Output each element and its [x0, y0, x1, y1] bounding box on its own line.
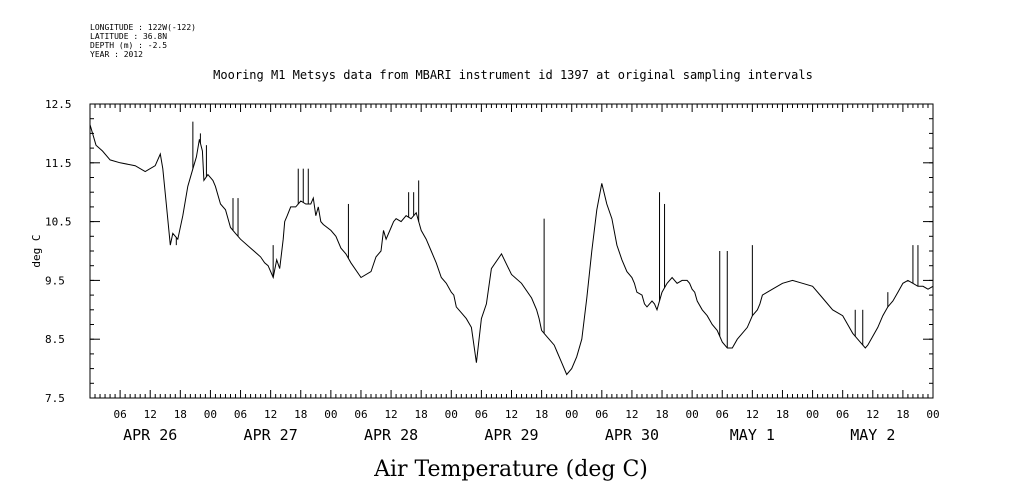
x-day-label: APR 30 [605, 426, 659, 444]
x-day-label: APR 29 [484, 426, 538, 444]
y-axis-label: deg C [30, 234, 43, 267]
x-hour-label: 06 [234, 408, 247, 421]
x-hour-label: 18 [535, 408, 548, 421]
plot-frame [89, 103, 934, 399]
y-tick-label: 11.5 [45, 157, 72, 170]
longitude-label: LONGITUDE : 122W(-122) [90, 23, 196, 32]
x-hour-label: 00 [324, 408, 337, 421]
x-hour-label: 12 [505, 408, 518, 421]
x-hour-label: 06 [836, 408, 849, 421]
x-day-label: MAY 1 [730, 426, 775, 444]
x-hour-label: 06 [595, 408, 608, 421]
x-hour-label: 00 [565, 408, 578, 421]
x-hour-label: 18 [415, 408, 428, 421]
year-label: YEAR : 2012 [90, 50, 143, 59]
x-hour-label: 00 [686, 408, 699, 421]
x-hour-label: 18 [174, 408, 187, 421]
x-hour-label: 00 [204, 408, 217, 421]
x-hour-label: 18 [294, 408, 307, 421]
x-hour-label: 06 [113, 408, 126, 421]
series-layer [89, 121, 934, 376]
x-hour-label: 06 [475, 408, 488, 421]
x-hour-label: 18 [655, 408, 668, 421]
x-hour-label: 18 [896, 408, 909, 421]
x-hour-label: 12 [144, 408, 157, 421]
depth-label: DEPTH (m) : -2.5 [90, 41, 167, 50]
x-day-label: MAY 2 [850, 426, 895, 444]
chart-title: Mooring M1 Metsys data from MBARI instru… [213, 68, 813, 82]
x-axis: 06 12 18 00 06 12 18 00 06 12 18 00 06 12 18 00 06 12 18 00… [89, 104, 940, 444]
y-tick-label: 9.5 [45, 274, 65, 287]
x-hour-label: 00 [445, 408, 458, 421]
latitude-label: LATITUDE : 36.8N [90, 32, 167, 41]
x-hour-label: 00 [926, 408, 939, 421]
x-hour-label: 18 [776, 408, 789, 421]
temperature-series-line [89, 124, 934, 376]
x-hour-label: 06 [354, 408, 367, 421]
y-tick-label: 8.5 [45, 333, 65, 346]
x-day-label: APR 26 [123, 426, 177, 444]
y-tick-label: 12.5 [45, 98, 72, 111]
y-tick-label: 10.5 [45, 216, 72, 229]
x-hour-label: 00 [806, 408, 819, 421]
y-axis: 12.5 11.5 10.5 9.5 8.5 7.5 [45, 98, 933, 405]
x-hour-label: 12 [625, 408, 638, 421]
x-hour-label: 12 [746, 408, 759, 421]
x-axis-title: Air Temperature (deg C) [373, 457, 648, 482]
x-day-label: APR 27 [244, 426, 298, 444]
x-hour-label: 06 [716, 408, 729, 421]
x-hour-label: 12 [866, 408, 879, 421]
x-hour-label: 12 [264, 408, 277, 421]
x-day-label: APR 28 [364, 426, 418, 444]
x-hour-label: 12 [384, 408, 397, 421]
y-tick-label: 7.5 [45, 392, 65, 405]
